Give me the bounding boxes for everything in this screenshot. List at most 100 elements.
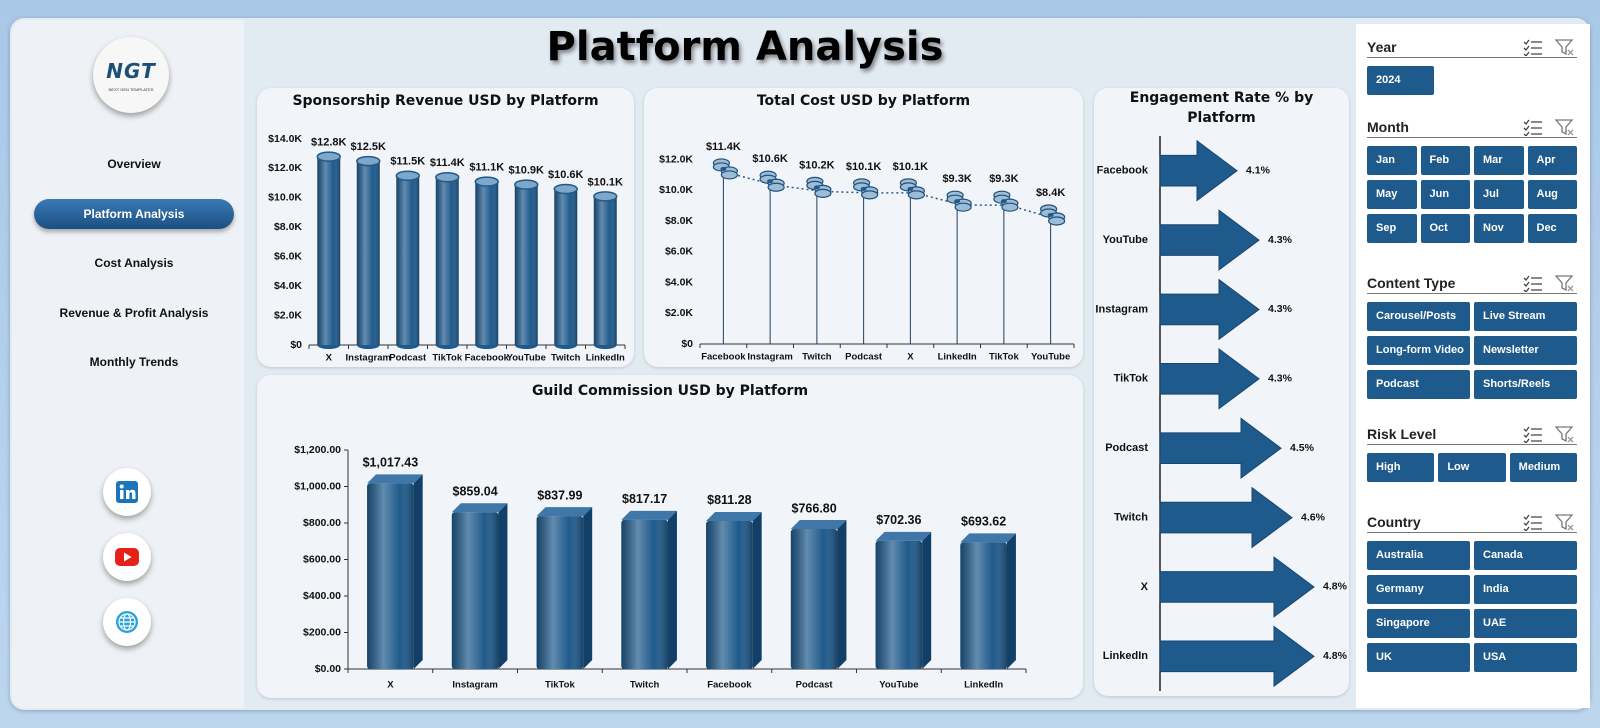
value-label: $10.6K (548, 169, 584, 181)
slicer-button[interactable]: Apr (1527, 146, 1577, 175)
slicer-button[interactable]: USA (1474, 643, 1577, 672)
nav-item[interactable]: Revenue & Profit Analysis (59, 305, 209, 320)
slicer-button[interactable]: Jul (1474, 180, 1524, 209)
x-tick-label: Podcast (389, 353, 427, 364)
slicer-button[interactable]: Carousel/Posts (1367, 302, 1470, 331)
website-button[interactable] (103, 598, 151, 646)
nav-item[interactable]: Monthly Trends (89, 355, 179, 369)
value-label: $12.8K (311, 137, 347, 149)
slicer-button[interactable]: Germany (1367, 575, 1470, 604)
slicer-button[interactable]: Long-form Video (1367, 336, 1470, 365)
y-tick-label: $10.0K (268, 192, 302, 204)
clear-filter-icon[interactable] (1555, 425, 1575, 443)
slicer-button[interactable]: Sep (1367, 214, 1417, 243)
x-tick-label: Podcast (845, 352, 883, 363)
bar-side (667, 510, 677, 669)
bar-cap (593, 191, 618, 202)
x-tick-label: Twitch (551, 353, 581, 364)
slicer-header: Country (1367, 511, 1577, 533)
x-tick-label: LinkedIn (938, 352, 977, 363)
value-label: $766.80 (792, 501, 837, 515)
slicer-button[interactable]: Oct (1420, 214, 1470, 243)
x-tick-label: Instagram (346, 353, 391, 364)
slicer-button[interactable]: Nov (1474, 214, 1524, 243)
bar-shine (451, 512, 499, 669)
slicer-items: Australia Canada Germany India Singapore UAE U… (1367, 541, 1577, 672)
slicer-button[interactable]: Dec (1527, 214, 1577, 243)
y-tick-label: $12.0K (659, 153, 693, 165)
x-tick-label: Twitch (630, 680, 660, 691)
youtube-button[interactable] (103, 533, 151, 581)
point (1047, 213, 1054, 217)
point (907, 186, 914, 191)
slicer-button[interactable]: Aug (1527, 180, 1577, 209)
bar-side (837, 520, 847, 669)
bar-top (367, 474, 423, 484)
value-label: $8.4K (1036, 187, 1065, 199)
slicer-button[interactable]: UAE (1474, 609, 1577, 638)
slicer-button[interactable]: Live Stream (1474, 302, 1577, 331)
arrow-bar (1159, 347, 1260, 410)
chart-card: Sponsorship Revenue USD by Platform $0 $2… (257, 88, 634, 367)
slicer-button[interactable]: High (1367, 453, 1435, 482)
slicer-button[interactable]: Mar (1474, 146, 1524, 175)
clear-filter-icon[interactable] (1555, 38, 1575, 56)
bar-cap (356, 155, 381, 167)
x-tick-label: Facebook (701, 352, 746, 363)
value-label: $10.2K (799, 159, 835, 171)
slicer-icons (1523, 274, 1575, 292)
bar-top (621, 510, 677, 520)
slicer-button[interactable]: Singapore (1367, 609, 1470, 638)
y-tick-label: $200.00 (303, 626, 341, 638)
bar-shine (593, 196, 617, 345)
value-label: $11.5K (390, 156, 425, 168)
arrow-bar (1159, 417, 1282, 480)
clear-filter-icon[interactable] (1555, 118, 1575, 136)
bar-shine (475, 181, 499, 345)
slicer-button[interactable]: UK (1367, 643, 1470, 672)
linkedin-button[interactable] (103, 468, 151, 516)
chart-title: Engagement Rate % by Platform (1129, 90, 1314, 126)
clear-filter-icon[interactable] (1555, 513, 1575, 531)
slicer-icons (1523, 118, 1575, 136)
multi-select-icon[interactable] (1523, 38, 1543, 56)
bar-cap (316, 151, 341, 162)
slicer-button[interactable]: May (1367, 180, 1417, 209)
x-tick-label: TikTok (545, 680, 575, 691)
nav-item[interactable]: Cost Analysis (94, 256, 174, 270)
slicer-button[interactable]: India (1474, 575, 1577, 604)
value-label: $702.36 (876, 513, 921, 527)
x-tick-label: X (326, 353, 333, 364)
slicer-button[interactable]: 2024 (1367, 66, 1435, 95)
arrow-bar (1159, 139, 1238, 202)
multi-select-icon[interactable] (1523, 274, 1543, 292)
point (860, 186, 867, 191)
slicer-button[interactable]: Shorts/Reels (1474, 370, 1577, 399)
multi-select-icon[interactable] (1523, 425, 1543, 443)
youtube-icon (115, 548, 139, 566)
slicer-button[interactable]: Jun (1420, 180, 1470, 209)
y-tick-label: Twitch (1114, 511, 1148, 523)
bar-side (583, 507, 593, 669)
bar-shine (706, 520, 753, 669)
slicer-button[interactable]: Low (1438, 453, 1506, 482)
multi-select-icon[interactable] (1523, 118, 1543, 136)
multi-select-icon[interactable] (1523, 513, 1543, 531)
slicer-button[interactable]: Feb (1420, 146, 1470, 175)
nav-item[interactable]: Overview (107, 157, 161, 171)
x-tick-label: LinkedIn (586, 353, 625, 364)
y-tick-label: $12.0K (268, 162, 302, 174)
slicer-button[interactable]: Newsletter (1474, 336, 1577, 365)
slicer-button[interactable]: Canada (1474, 541, 1577, 570)
y-tick-label: $800.00 (303, 517, 341, 529)
slicer-button[interactable]: Podcast (1367, 370, 1470, 399)
slicer-button[interactable]: Jan (1367, 146, 1417, 175)
y-tick-label: $0 (290, 339, 302, 351)
slicer-button[interactable]: Medium (1509, 453, 1577, 482)
value-label: 4.3% (1268, 303, 1293, 315)
bar-shine (356, 161, 380, 345)
clear-filter-icon[interactable] (1555, 274, 1575, 292)
slicer-button[interactable]: Australia (1367, 541, 1470, 570)
nav-item[interactable]: Platform Analysis (34, 198, 234, 229)
